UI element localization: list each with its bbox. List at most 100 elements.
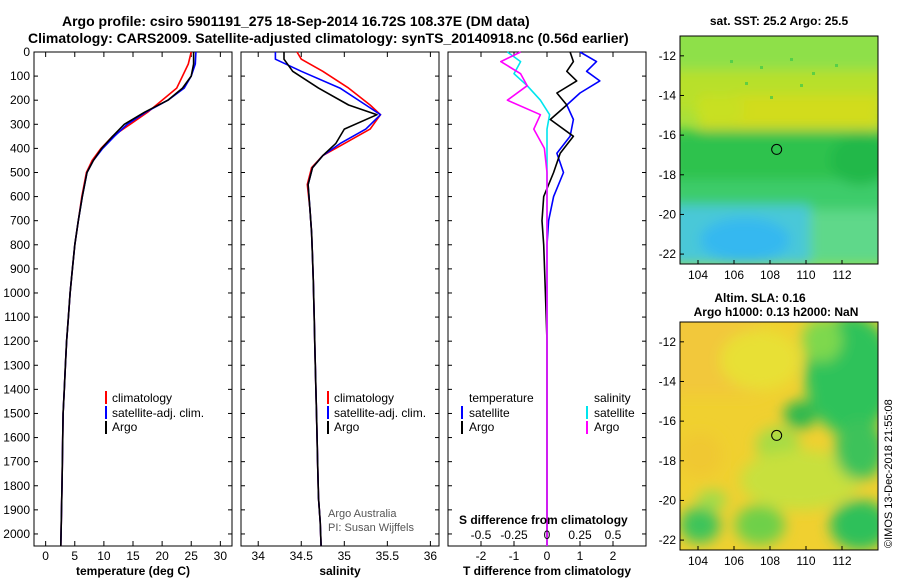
salinity-xlabel: salinity (319, 564, 361, 578)
map-x-tick-label: 104 (688, 554, 708, 568)
depth-tick-label: 1400 (3, 382, 30, 396)
depth-tick-label: 1800 (3, 479, 30, 493)
title-line2: Climatology: CARS2009. Satellite-adjuste… (28, 30, 629, 46)
depth-tick-label: 100 (10, 69, 30, 83)
legend-label-t-argo: Argo (469, 420, 495, 434)
differences-panel: -2 -1 0 1 2 -0.5 -0.25 0 0.25 0.5 (448, 51, 646, 563)
x-tick-label: 34.5 (290, 549, 314, 563)
sst-map-frame (679, 35, 879, 265)
x-tick-label: -2 (476, 549, 487, 563)
series-line-s-argo (499, 51, 548, 546)
x-tick-label: 15 (126, 549, 140, 563)
depth-tick-label: 200 (10, 93, 30, 107)
temperature-xlabel: temperature (deg C) (76, 564, 190, 578)
temperature-legend: climatology satellite-adj. clim. Argo (105, 391, 204, 434)
legend-label-s-argo: Argo (594, 420, 620, 434)
credit-line1: Argo Australia (328, 508, 397, 520)
temperature-panel: 0 5 10 15 20 25 30 (34, 51, 232, 563)
timestamp-stamp: ©IMOS 13-Dec-2018 21:55:08 (883, 399, 895, 548)
map-x-tick-label: 112 (832, 268, 851, 282)
sst-map-axes: 104 106 108 110 112 -12 -14 -16 -18 -20 -22 (659, 49, 852, 282)
series-line-s-satellite (506, 51, 551, 546)
map-y-tick-label: -22 (659, 533, 677, 547)
map-y-tick-label: -18 (659, 168, 677, 182)
legend-label-satellite: satellite-adj. clim. (112, 406, 204, 420)
x-tick-label: 34 (252, 549, 266, 563)
depth-tick-label: 900 (10, 262, 30, 276)
sst-argo-position-marker (771, 143, 783, 155)
map-y-tick-label: -16 (659, 414, 677, 428)
depth-tick-label: 1200 (3, 334, 30, 348)
difference-xlabel: T difference from climatology (463, 564, 631, 578)
map-y-tick-label: -14 (659, 88, 677, 102)
series-line-t-satellite (546, 51, 601, 546)
profile-plots: 0 5 10 15 20 25 30 34 34.5 35 35.5 36 -2 -1 0 1 2 -0.5 -0.… (34, 51, 646, 563)
legend-label-t-satellite: satellite (469, 406, 510, 420)
difference-legend: temperature satellite Argo salinity sate… (461, 391, 635, 434)
x-tick-label: 0 (42, 549, 49, 563)
series-line-argo (283, 52, 378, 547)
depth-tick-label: 500 (10, 165, 30, 179)
depth-tick-label: 600 (10, 190, 30, 204)
x-tick-label: 36 (424, 549, 438, 563)
s-diff-tick-label: 0.25 (568, 528, 592, 542)
map-y-tick-label: -12 (659, 335, 677, 349)
map-y-tick-label: -14 (659, 374, 677, 388)
map-y-tick-label: -16 (659, 128, 677, 142)
s-diff-tick-label: 0.5 (605, 528, 622, 542)
salinity-legend: climatology satellite-adj. clim. Argo (327, 391, 426, 434)
depth-tick-label: 2000 (3, 527, 30, 541)
series-line-satellite-adj-clim- (274, 52, 382, 547)
s-difference-label: S difference from climatology (459, 513, 628, 527)
x-tick-label: 0 (544, 549, 551, 563)
legend-title-temperature: temperature (469, 391, 534, 405)
depth-axis: 0 100 200 300 400 500 600 700 800 900 1000 1100 1200… (3, 45, 30, 541)
depth-tick-label: 1600 (3, 431, 30, 445)
depth-tick-label: 1000 (3, 286, 30, 300)
map-x-tick-label: 106 (724, 554, 744, 568)
sst-map-title: sat. SST: 25.2 Argo: 25.5 (710, 14, 849, 28)
x-tick-label: 35.5 (376, 549, 400, 563)
x-tick-label: 2 (610, 549, 617, 563)
credit-line2: PI: Susan Wijffels (328, 522, 414, 534)
legend-label-s-satellite: satellite (594, 406, 635, 420)
sla-map-axes: 104 106 108 110 112 -12 -14 -16 -18 -20 -22 (659, 335, 852, 568)
x-tick-label: 30 (214, 549, 228, 563)
sla-map-title-line2: Argo h1000: 0.13 h2000: NaN (694, 305, 859, 319)
sla-argo-position-marker (771, 429, 783, 441)
depth-tick-label: 1900 (3, 503, 30, 517)
s-diff-tick-label: -0.25 (500, 528, 528, 542)
depth-tick-label: 1700 (3, 455, 30, 469)
map-x-tick-label: 110 (796, 554, 815, 568)
depth-tick-label: 0 (23, 45, 30, 59)
map-y-tick-label: -22 (659, 247, 677, 261)
map-y-tick-label: -18 (659, 454, 677, 468)
s-diff-tick-label: -0.5 (471, 528, 492, 542)
x-tick-label: 10 (97, 549, 111, 563)
map-y-tick-label: -20 (659, 207, 677, 221)
x-tick-label: -1 (509, 549, 520, 563)
x-tick-label: 1 (577, 549, 584, 563)
map-x-tick-label: 106 (724, 268, 744, 282)
legend-label-climatology: climatology (112, 391, 172, 405)
depth-tick-label: 700 (10, 214, 30, 228)
legend-label-argo: Argo (334, 420, 360, 434)
sla-map (680, 322, 878, 550)
series-line-argo (60, 52, 195, 547)
sla-map-title-line1: Altim. SLA: 0.16 (714, 291, 806, 305)
x-tick-label: 20 (155, 549, 169, 563)
legend-title-salinity: salinity (594, 391, 631, 405)
x-tick-label: 5 (71, 549, 78, 563)
map-x-tick-label: 108 (760, 268, 780, 282)
depth-tick-label: 1500 (3, 406, 30, 420)
map-x-tick-label: 108 (760, 554, 780, 568)
legend-label-climatology: climatology (334, 391, 394, 405)
map-y-tick-label: -20 (659, 493, 677, 507)
legend-label-satellite: satellite-adj. clim. (334, 406, 426, 420)
salinity-panel: 34 34.5 35 35.5 36 (241, 51, 439, 563)
sst-map (680, 36, 878, 264)
depth-tick-label: 1300 (3, 358, 30, 372)
legend-label-argo: Argo (112, 420, 138, 434)
s-diff-tick-label: 0 (544, 528, 551, 542)
